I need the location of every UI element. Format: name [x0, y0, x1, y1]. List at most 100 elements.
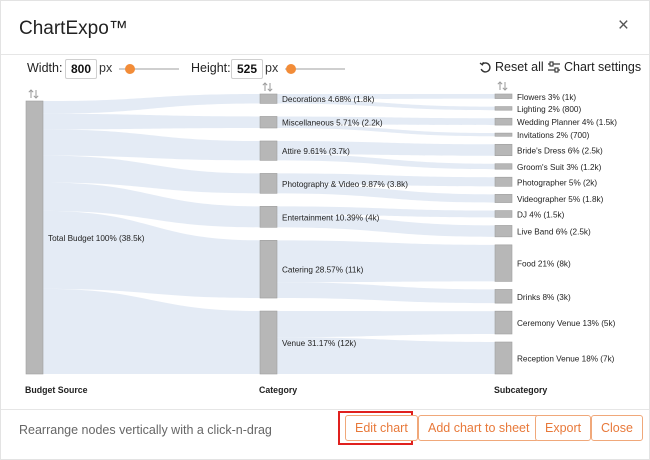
node-subcategory-bride-s-dress: [494, 143, 513, 157]
node-bar: [259, 93, 278, 104]
height-slider-track[interactable]: [285, 68, 345, 70]
reset-all-button[interactable]: Reset all: [479, 60, 544, 74]
link-entertainment-to-dj: [277, 206, 495, 218]
node-label-invitations: Invitations 2% (700): [517, 131, 590, 140]
node-bar: [494, 106, 513, 111]
reset-icon: [479, 61, 491, 73]
node-subcategory-groom-s-suit: [494, 163, 513, 170]
close-icon[interactable]: ×: [617, 15, 629, 36]
node-label-wedding-planner: Wedding Planner 4% (1.5k): [517, 118, 617, 127]
node-bar: [494, 132, 513, 137]
node-bar: [494, 289, 513, 304]
node-label-miscellaneous: Miscellaneous 5.71% (2.2k): [282, 119, 383, 128]
node-label-drinks: Drinks 8% (3k): [517, 293, 571, 302]
sort-arrows-icon: [262, 82, 273, 92]
sankey-chart: Total Budget 100% (38.5k) Decorations 4.6…: [25, 81, 617, 395]
node-category-venue: [259, 310, 278, 375]
node-label-photography-video: Photography & Video 9.87% (3.8k): [282, 180, 408, 189]
link-attire-to-bride-s-dress: [277, 140, 495, 156]
node-category-entertainment: [259, 206, 278, 228]
node-source-total-budget: [25, 100, 44, 375]
node-subcategory-drinks: [494, 289, 513, 304]
node-label-total-budget: Total Budget 100% (38.5k): [48, 234, 145, 243]
width-slider-knob[interactable]: [125, 64, 135, 74]
sankey-chart-area: Total Budget 100% (38.5k) Decorations 4.6…: [1, 81, 649, 406]
width-input[interactable]: [65, 59, 97, 79]
node-subcategory-wedding-planner: [494, 117, 513, 126]
size-controls: Width: px Height: px Reset all Chart set…: [1, 57, 649, 81]
node-label-videographer: Videographer 5% (1.8k): [517, 195, 604, 204]
dialog-title: ChartExpo™: [19, 18, 128, 39]
node-subcategory-live-band: [494, 225, 513, 238]
add-chart-to-sheet-button[interactable]: Add chart to sheet: [418, 415, 540, 441]
width-label: Width:: [27, 61, 63, 75]
link-total-to-photography-video: [43, 155, 260, 194]
node-label-venue: Venue 31.17% (12k): [282, 339, 356, 348]
link-total-to-catering: [43, 210, 260, 299]
chart-settings-button[interactable]: Chart settings: [547, 60, 641, 74]
node-label-catering: Catering 28.57% (11k): [282, 266, 364, 275]
node-category-attire: [259, 140, 278, 161]
node-subcategory-lighting: [494, 106, 513, 111]
link-catering-to-food: [277, 240, 495, 283]
dialog-footer: Rearrange nodes vertically with a click-…: [1, 409, 649, 460]
node-label-photographer: Photographer 5% (2k): [517, 178, 597, 187]
node-bar: [494, 163, 513, 170]
node-label-entertainment: Entertainment 10.39% (4k): [282, 213, 380, 222]
column-header-budget-source: Budget Source: [25, 385, 88, 395]
node-bar: [494, 341, 513, 375]
node-subcategory-reception-venue: [494, 341, 513, 375]
chart-settings-label: Chart settings: [564, 60, 642, 74]
sliders-icon: [548, 61, 560, 73]
link-decorations-to-lighting: [277, 99, 495, 111]
node-label-bride-s-dress: Bride's Dress 6% (2.5k): [517, 147, 603, 156]
node-category-catering: [259, 240, 278, 299]
sankey-nodes: [25, 93, 513, 375]
node-label-lighting: Lighting 2% (800): [517, 105, 581, 114]
node-bar: [494, 143, 513, 157]
link-entertainment-to-live-band: [277, 214, 495, 237]
node-subcategory-videographer: [494, 194, 513, 203]
export-button[interactable]: Export: [535, 415, 592, 441]
link-total-to-entertainment: [43, 182, 260, 228]
reset-all-label: Reset all: [495, 60, 544, 74]
link-miscellaneous-to-invitations: [277, 124, 495, 137]
edit-chart-button[interactable]: Edit chart: [345, 415, 418, 441]
column-headers: Budget Source Category Subcategory: [25, 385, 547, 395]
node-bar: [494, 244, 513, 282]
link-total-to-decorations: [43, 94, 260, 114]
node-bar: [259, 310, 278, 375]
drag-hint: Rearrange nodes vertically with a click-…: [19, 423, 272, 437]
node-subcategory-food: [494, 244, 513, 282]
link-attire-to-groom-s-suit: [277, 154, 495, 170]
link-decorations-to-flowers: [277, 94, 495, 100]
height-unit: px: [265, 61, 279, 75]
dialog-header: ChartExpo™ ×: [1, 1, 649, 55]
link-venue-to-reception-venue: [277, 337, 495, 374]
column-header-subcategory: Subcategory: [494, 385, 547, 395]
node-label-reception-venue: Reception Venue 18% (7k): [517, 355, 615, 364]
link-photography-video-to-videographer: [277, 183, 495, 203]
node-label-ceremony-venue: Ceremony Venue 13% (5k): [517, 319, 616, 328]
node-bar: [259, 116, 278, 129]
node-label-flowers: Flowers 3% (1k): [517, 93, 576, 102]
node-bar: [494, 310, 513, 335]
node-bar: [494, 194, 513, 203]
node-bar: [494, 93, 513, 99]
node-bar: [259, 206, 278, 228]
sort-arrows-icon: [497, 81, 508, 91]
link-venue-to-ceremony-venue: [277, 311, 495, 338]
node-category-photography-video: [259, 173, 278, 194]
height-input[interactable]: [231, 59, 263, 79]
width-slider-track[interactable]: [119, 68, 179, 70]
node-label-food: Food 21% (8k): [517, 260, 571, 269]
link-photography-video-to-photographer: [277, 173, 495, 187]
node-bar: [494, 176, 513, 187]
node-subcategory-ceremony-venue: [494, 310, 513, 335]
height-slider-knob[interactable]: [286, 64, 296, 74]
node-subcategory-flowers: [494, 93, 513, 99]
sort-icons: [28, 81, 508, 99]
node-subcategory-photographer: [494, 176, 513, 187]
node-bar: [494, 225, 513, 238]
close-button[interactable]: Close: [591, 415, 643, 441]
